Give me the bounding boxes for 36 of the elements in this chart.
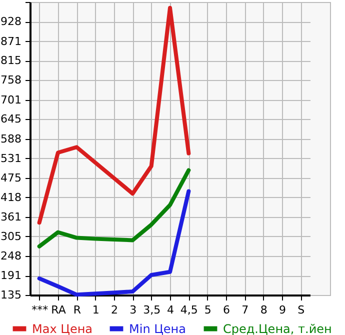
y-tick-label: 758: [0, 74, 22, 87]
x-tick-label: S: [298, 304, 305, 316]
x-tick-label: RA: [51, 304, 66, 316]
y-tick-label: 475: [0, 171, 22, 184]
x-tick-label: ***: [32, 304, 49, 316]
y-tick-label: 135: [0, 288, 22, 302]
y-tick-label: 248: [0, 250, 22, 263]
x-tick-label: 3,5: [143, 304, 161, 316]
y-tick-label: 191: [0, 269, 22, 282]
x-tick-label: 2: [111, 304, 118, 316]
y-tick-label: 871: [0, 34, 22, 48]
x-tick-label: 3: [130, 304, 137, 316]
x-tick-label: 4,5: [180, 304, 198, 316]
y-tick-label: 361: [0, 210, 22, 224]
x-tick-label: R: [73, 304, 82, 316]
line-series: [37, 6, 191, 225]
x-tick-label: 6: [223, 304, 230, 316]
y-tick-label: 418: [0, 190, 22, 204]
x-tick-label: 7: [242, 304, 249, 316]
y-tick-label: 701: [0, 93, 22, 106]
x-tick-label: 1: [92, 304, 100, 316]
legend-label: Сред.Цена, т.йен: [223, 322, 332, 335]
y-tick-label: 305: [0, 230, 22, 243]
y-tick-label: 928: [0, 15, 22, 28]
legend-label: Max Цена: [32, 322, 93, 335]
x-tick-label: 8: [260, 304, 268, 316]
y-tick-label: 588: [0, 132, 22, 146]
x-tick-label: 9: [279, 304, 286, 316]
line-series: [37, 168, 191, 248]
y-tick-label: 815: [0, 54, 22, 68]
x-tick-label: 4: [167, 304, 174, 316]
legend-label: Min Цена: [129, 322, 186, 335]
x-tick-label: 5: [204, 304, 212, 316]
y-tick-label: 531: [0, 152, 22, 165]
line-series: [37, 189, 191, 297]
y-tick-label: 645: [0, 112, 22, 126]
